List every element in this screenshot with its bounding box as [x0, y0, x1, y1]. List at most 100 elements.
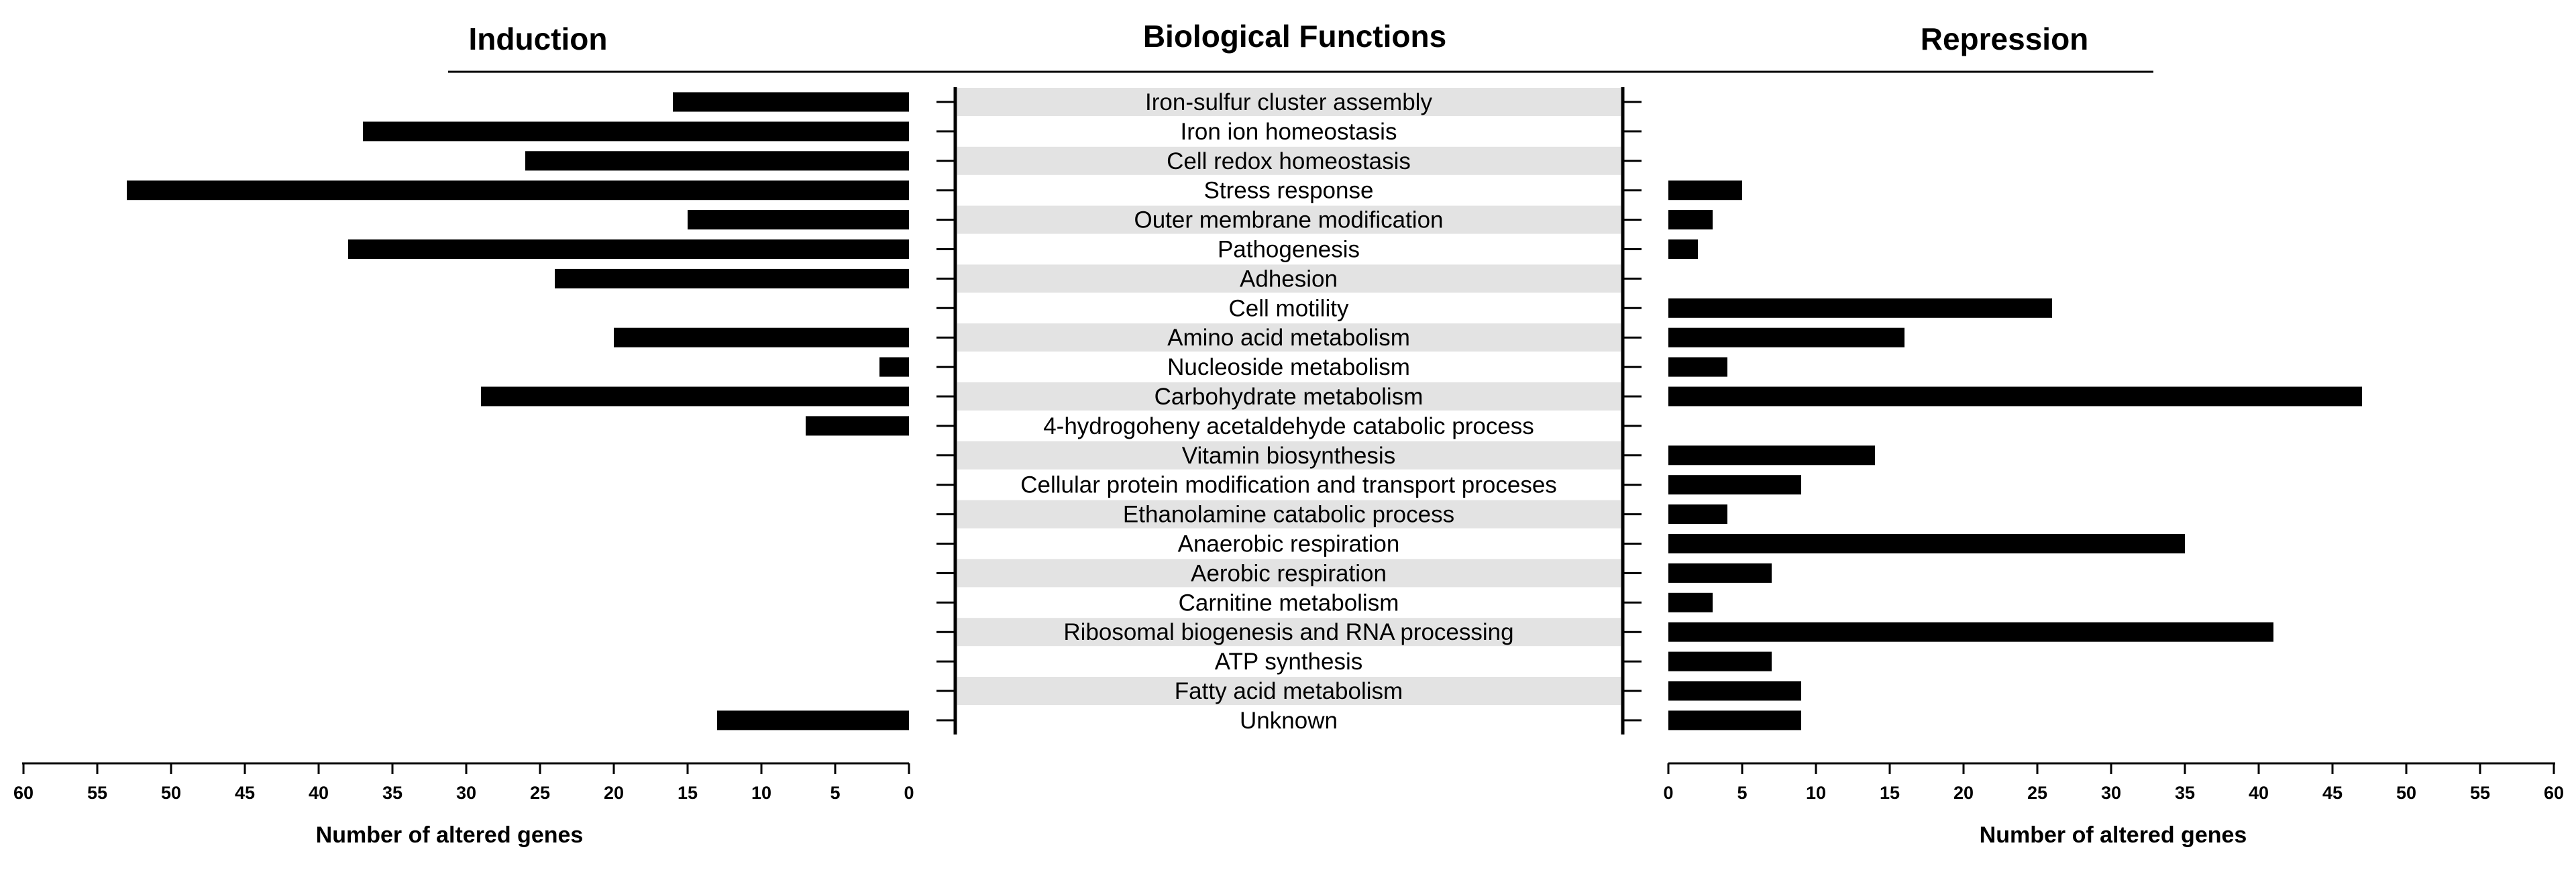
- induction-bar: [614, 327, 909, 347]
- x-tick-label: 20: [1953, 783, 1974, 803]
- repression-bar: [1668, 504, 1727, 525]
- x-tick-label: 35: [2175, 783, 2195, 803]
- category-band: [957, 559, 1621, 588]
- category-label: Iron-sulfur cluster assembly: [1145, 89, 1432, 115]
- repression-header: Repression: [1921, 21, 2089, 56]
- category-band: [957, 618, 1621, 647]
- x-tick-label: 45: [2322, 783, 2343, 803]
- induction-bar: [879, 357, 909, 377]
- repression-bar: [1668, 710, 1801, 730]
- x-tick-label: 55: [87, 783, 107, 803]
- category-band: [957, 264, 1621, 293]
- category-label: Unknown: [1240, 708, 1338, 734]
- category-bands: [957, 88, 1621, 705]
- x-tick-label: 15: [678, 783, 698, 803]
- category-label: Carnitine metabolism: [1179, 590, 1399, 616]
- category-band: [957, 323, 1621, 352]
- x-tick-label: 25: [2027, 783, 2047, 803]
- category-band: [957, 382, 1621, 411]
- x-tick-label: 10: [751, 783, 771, 803]
- category-label: 4-hydrogoheny acetaldehyde catabolic pro…: [1043, 413, 1534, 439]
- category-label: Vitamin biosynthesis: [1182, 443, 1395, 469]
- category-band: [957, 441, 1621, 470]
- category-label: Cellular protein modification and transp…: [1020, 472, 1557, 498]
- x-tick-label: 35: [382, 783, 402, 803]
- induction-bar: [363, 121, 909, 142]
- category-ticks: [936, 101, 1642, 722]
- induction-bar: [555, 268, 909, 288]
- chart-title: Biological Functions: [1143, 19, 1446, 54]
- category-label: Outer membrane modification: [1134, 207, 1443, 233]
- x-tick-label: 55: [2470, 783, 2490, 803]
- repression-bar: [1668, 180, 1742, 201]
- x-tick-label: 5: [830, 783, 840, 803]
- category-band: [957, 500, 1621, 529]
- x-tick-label: 15: [1880, 783, 1900, 803]
- category-band: [957, 146, 1621, 175]
- category-label: Adhesion: [1240, 266, 1338, 292]
- repression-bar: [1668, 475, 1801, 495]
- induction-x-axis-label: Number of altered genes: [316, 822, 584, 848]
- category-label: Fatty acid metabolism: [1175, 678, 1403, 704]
- induction-bar: [688, 210, 909, 230]
- category-label: Ribosomal biogenesis and RNA processing: [1063, 619, 1513, 645]
- category-label: Amino acid metabolism: [1167, 325, 1410, 351]
- induction-bar: [673, 92, 909, 112]
- category-label: Anaerobic respiration: [1178, 531, 1400, 557]
- induction-bar: [525, 151, 909, 171]
- category-label: Nucleoside metabolism: [1167, 354, 1410, 380]
- repression-bar: [1668, 210, 1713, 230]
- repression-bar: [1668, 622, 2273, 642]
- repression-bar: [1668, 445, 1875, 466]
- category-label: Pathogenesis: [1218, 237, 1360, 263]
- induction-bars: [127, 92, 909, 730]
- x-tick-label: 25: [530, 783, 550, 803]
- induction-header: Induction: [469, 21, 608, 56]
- repression-bar: [1668, 534, 2185, 553]
- induction-bar: [806, 416, 909, 436]
- category-label: Aerobic respiration: [1191, 560, 1387, 586]
- category-label: Stress response: [1204, 178, 1374, 204]
- category-label: Ethanolamine catabolic process: [1123, 502, 1454, 528]
- category-band: [957, 205, 1621, 234]
- repression-bar: [1668, 651, 1772, 671]
- repression-bar: [1668, 563, 1772, 583]
- repression-x-axis-label: Number of altered genes: [1980, 822, 2247, 848]
- repression-bars: [1668, 180, 2362, 730]
- x-tick-label: 30: [456, 783, 476, 803]
- induction-bar: [127, 180, 909, 201]
- repression-bar: [1668, 386, 2362, 406]
- repression-bar: [1668, 327, 1904, 347]
- category-label: Carbohydrate metabolism: [1155, 384, 1424, 410]
- x-tick-label: 5: [1737, 783, 1747, 803]
- x-tick-label: 0: [904, 783, 914, 803]
- repression-bar: [1668, 681, 1801, 701]
- induction-bar: [481, 386, 909, 406]
- induction-x-ticks: 0 5 10 15 20 25 30 35 40 45 50 55 60: [13, 763, 914, 803]
- induction-bar: [717, 710, 909, 730]
- x-tick-label: 50: [161, 783, 181, 803]
- category-label: Iron ion homeostasis: [1181, 119, 1397, 145]
- repression-bar: [1668, 298, 2052, 318]
- x-tick-label: 60: [2544, 783, 2564, 803]
- category-labels: Iron-sulfur cluster assembly Iron ion hom…: [1020, 89, 1557, 734]
- category-label: ATP synthesis: [1215, 649, 1362, 675]
- x-tick-label: 20: [604, 783, 624, 803]
- induction-bar: [348, 239, 909, 259]
- category-label: Cell motility: [1229, 295, 1349, 321]
- x-tick-label: 40: [2249, 783, 2269, 803]
- x-tick-label: 50: [2396, 783, 2416, 803]
- category-band: [957, 88, 1621, 116]
- repression-bar: [1668, 239, 1698, 259]
- x-tick-label: 0: [1663, 783, 1673, 803]
- repression-x-ticks: 0 5 10 15 20 25 30 35 40 45 50 55 60: [1663, 763, 2564, 803]
- repression-bar: [1668, 592, 1713, 612]
- category-label: Cell redox homeostasis: [1167, 148, 1411, 174]
- x-tick-label: 40: [309, 783, 329, 803]
- x-tick-label: 30: [2101, 783, 2121, 803]
- x-tick-label: 45: [235, 783, 255, 803]
- x-tick-label: 60: [13, 783, 34, 803]
- category-band: [957, 677, 1621, 705]
- repression-bar: [1668, 357, 1727, 377]
